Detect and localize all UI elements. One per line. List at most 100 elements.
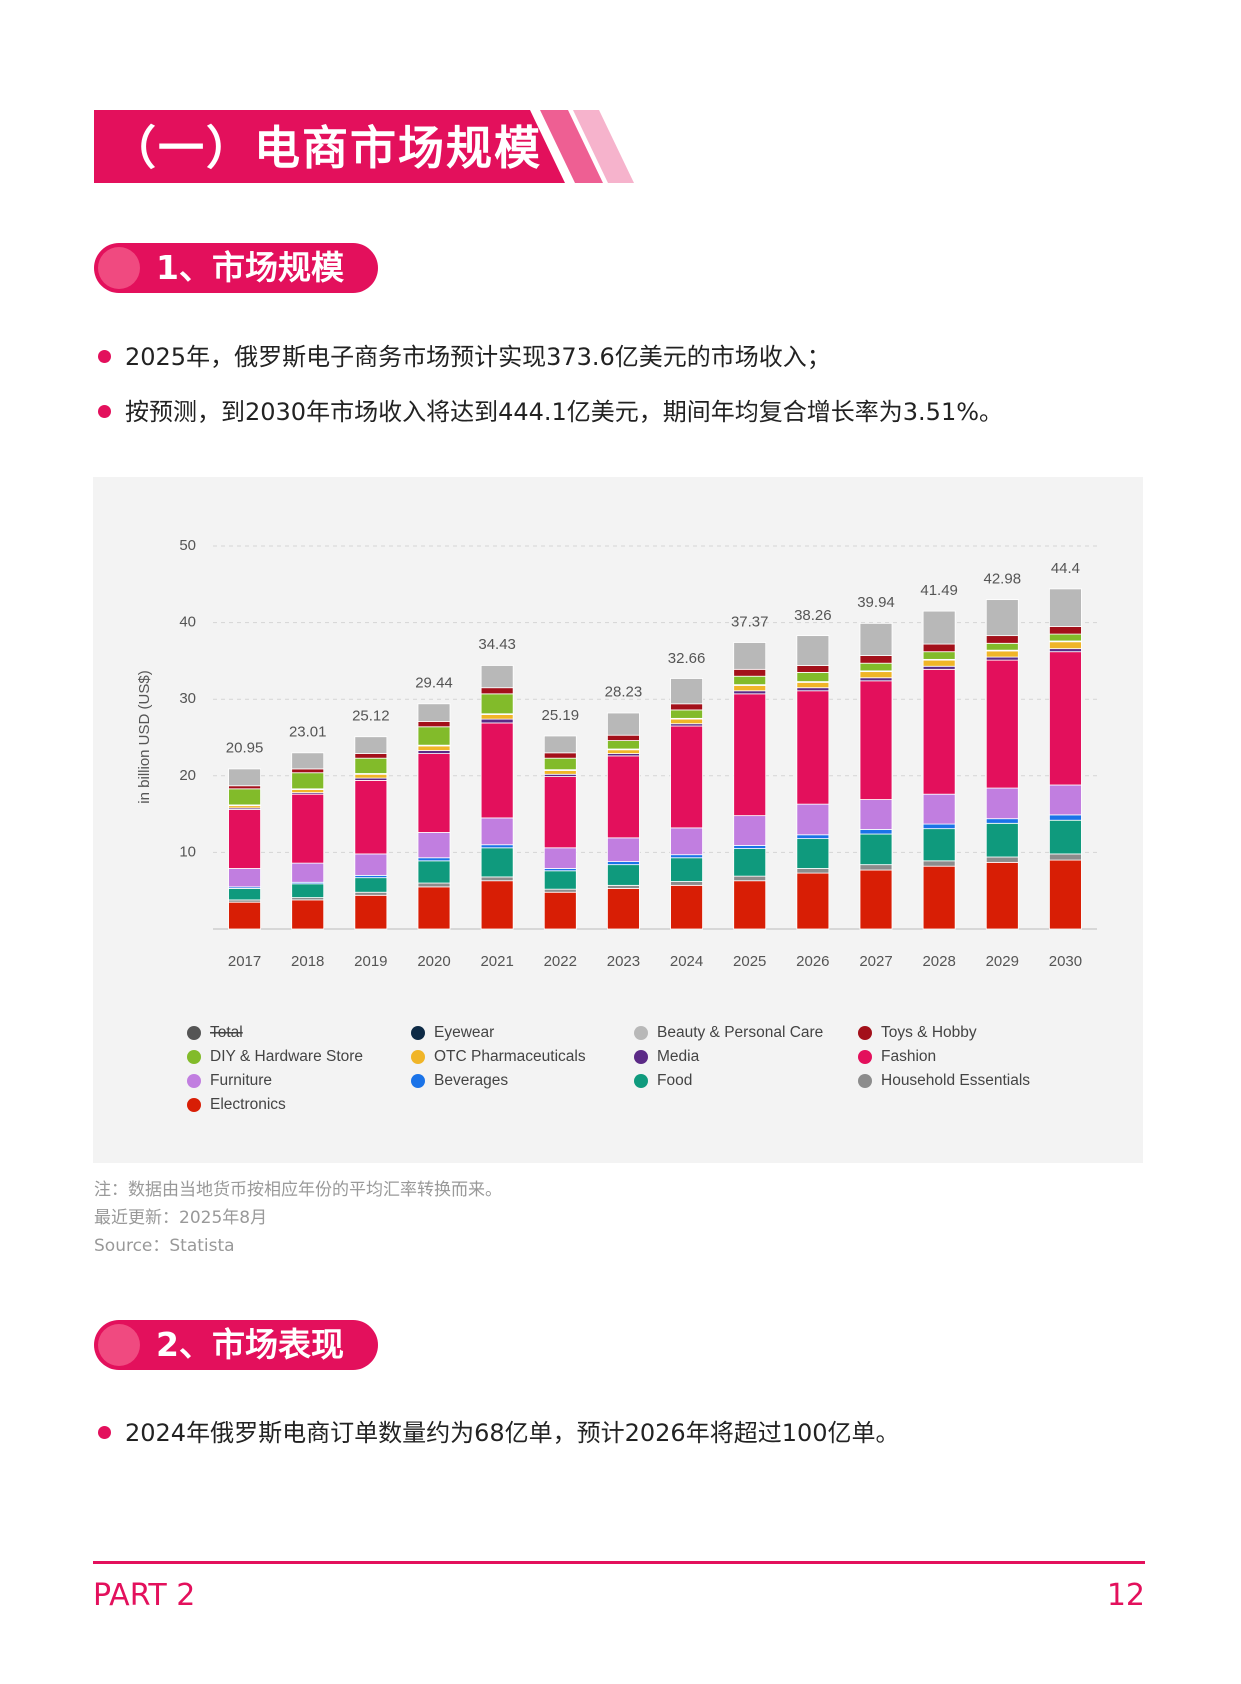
bar-segment [733, 848, 767, 877]
bar-segment [1049, 819, 1082, 855]
bar-segment [228, 809, 261, 869]
bar-segment [1049, 814, 1082, 821]
bar-segment [480, 687, 514, 695]
bar-segment [859, 680, 893, 800]
bar-segment [1049, 651, 1082, 786]
bar-segment [354, 779, 388, 855]
bar-segment [859, 833, 893, 866]
bar-segment [1049, 859, 1082, 930]
section-pill: 1、市场规模 [94, 243, 378, 293]
bar-segment [796, 834, 830, 840]
bar-segment [922, 828, 956, 862]
bar-segment [796, 681, 830, 689]
note: Source：Statista [94, 1236, 235, 1256]
bar-segment [417, 750, 451, 754]
x-tick-label: 2023 [607, 953, 640, 970]
bar-segment [417, 721, 451, 728]
legend-item: Eyewear [411, 1024, 494, 1041]
bar-segment [985, 659, 1019, 789]
bar-segment [417, 882, 451, 888]
legend-swatch [187, 1026, 201, 1040]
section-title: 2、市场表现 [156, 1325, 344, 1364]
bar-segment [922, 651, 956, 660]
bar-segment [922, 610, 956, 645]
bar-segment [733, 693, 767, 817]
bar-segment [228, 868, 261, 888]
bar-segment [291, 899, 325, 930]
bar-segment [291, 862, 325, 883]
bar-segment [922, 659, 956, 667]
legend-swatch [634, 1074, 648, 1088]
bar-segment [354, 757, 388, 774]
bar-segment [922, 865, 956, 930]
bar-segment [607, 864, 640, 886]
total-label: 44.4 [1051, 560, 1080, 577]
bar-segment [543, 735, 577, 754]
legend-label: Beauty & Personal Care [657, 1024, 823, 1041]
bar-segment [543, 752, 577, 759]
bar-segment [417, 703, 451, 722]
legend-item: Electronics [187, 1096, 286, 1113]
legend-swatch [858, 1026, 872, 1040]
bullet: 2025年，俄罗斯电子商务市场预计实现373.6亿美元的市场收入； [98, 340, 831, 374]
bar-segment [228, 768, 261, 787]
bar-segment [859, 869, 893, 930]
bar-segment [228, 788, 261, 806]
header-banner [94, 110, 634, 183]
page-number: 12 [1106, 1578, 1145, 1613]
bar-segment [796, 687, 830, 692]
legend-item: Total [187, 1024, 243, 1041]
bar-segment [670, 881, 703, 886]
legend-item: Household Essentials [858, 1072, 1030, 1089]
bar-segment [985, 642, 1019, 651]
bullet: 按预测，到2030年市场收入将达到444.1亿美元，期间年均复合增长率为3.51… [98, 395, 1003, 429]
bar-segment [733, 690, 767, 695]
bar-segment [670, 725, 703, 829]
legend-item: Furniture [187, 1072, 272, 1089]
bar-segment [922, 643, 956, 653]
total-label: 20.95 [226, 739, 264, 756]
x-tick-label: 2024 [670, 953, 703, 970]
legend-swatch [187, 1050, 201, 1064]
bar-segment [796, 838, 830, 869]
x-tick-label: 2017 [228, 953, 261, 970]
y-tick-label: 30 [179, 690, 196, 707]
bar-segment [985, 856, 1019, 863]
x-tick-label: 2018 [291, 953, 324, 970]
legend-label: Electronics [210, 1096, 286, 1113]
legend-item: Toys & Hobby [858, 1024, 977, 1041]
bar-segment [985, 861, 1019, 930]
bar-segment [543, 870, 577, 890]
bar-segment [417, 886, 451, 930]
legend-label: Toys & Hobby [881, 1024, 977, 1041]
bar-segment [417, 857, 451, 862]
bar-segment [543, 847, 577, 869]
bar-segment [922, 793, 956, 825]
bar-segment [670, 718, 703, 725]
x-tick-label: 2029 [986, 953, 1019, 970]
y-tick-label: 20 [179, 767, 196, 784]
bar-segment [1049, 588, 1082, 627]
bar-segment [607, 861, 640, 866]
total-label: 28.23 [605, 684, 643, 701]
legend-swatch [858, 1050, 872, 1064]
total-label: 38.26 [794, 607, 832, 624]
legend-swatch [634, 1050, 648, 1064]
x-tick-label: 2022 [544, 953, 577, 970]
chart-box: in billion USD (US$) 10 20 30 40 50 2017 20.95… [93, 477, 1143, 1163]
bar-segment [417, 745, 451, 751]
legend-item: Fashion [858, 1048, 936, 1065]
bar-segment [859, 864, 893, 871]
bar-segment [480, 817, 514, 846]
total-label: 34.43 [478, 636, 516, 653]
total-label: 37.37 [731, 614, 769, 631]
bar-segment [670, 854, 703, 859]
bar-segment [543, 776, 577, 849]
bar-segment [859, 799, 893, 830]
bar-segment [985, 818, 1019, 824]
bar-segment [859, 655, 893, 664]
bar-segment [480, 880, 514, 930]
legend-label: DIY & Hardware Store [210, 1048, 363, 1065]
legend-label: Media [657, 1048, 700, 1065]
bar-segment [670, 827, 703, 856]
